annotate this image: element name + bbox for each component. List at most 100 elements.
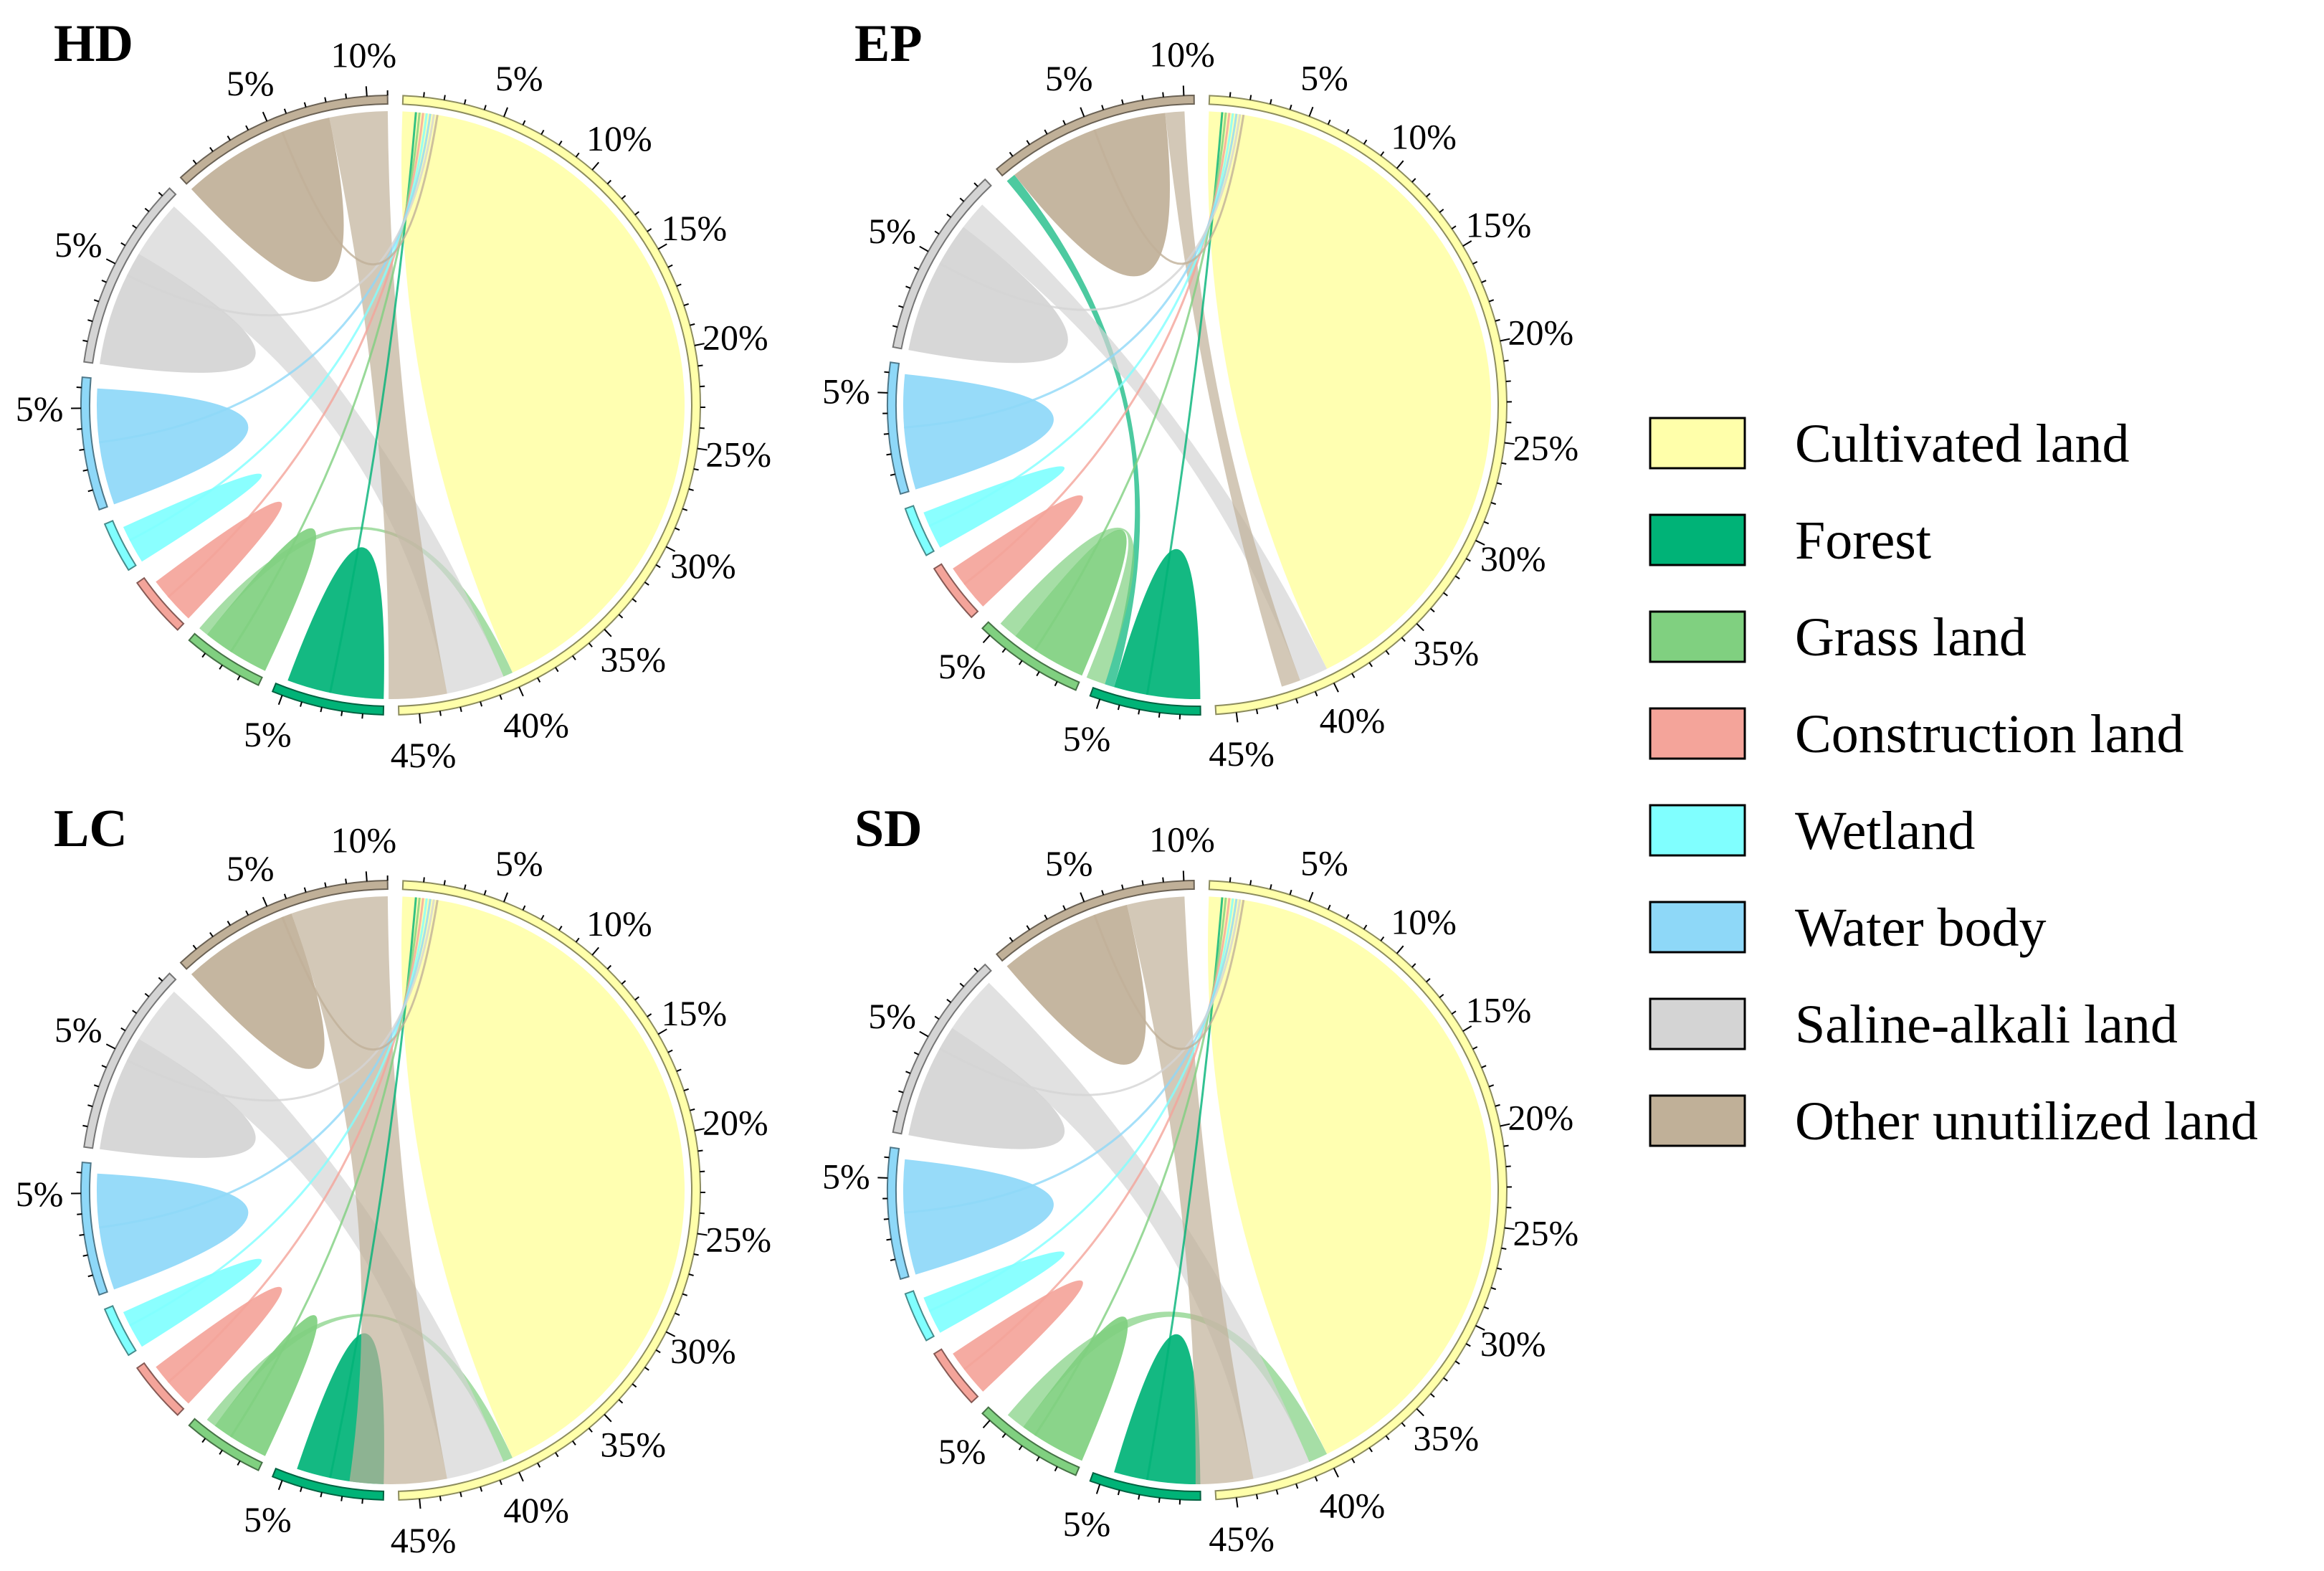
minor-tick — [1465, 1343, 1471, 1347]
major-tick — [919, 245, 929, 252]
tick-label-cultivated-land: 40% — [1320, 1486, 1386, 1526]
minor-tick — [1430, 608, 1435, 613]
minor-tick — [283, 108, 287, 114]
sector-grass-land — [188, 1418, 263, 1471]
tick-label-other-unutilized-land: 5% — [227, 63, 275, 103]
chord-water-body-to-water-body — [96, 1173, 249, 1290]
chord-other-unutilized-land-to-cultivated-land — [291, 896, 447, 1484]
minor-tick — [144, 992, 150, 997]
minor-tick — [1270, 99, 1272, 105]
link-grass-land — [229, 112, 421, 652]
sector-water-body — [887, 1147, 910, 1281]
major-tick — [419, 1499, 422, 1509]
sector-wetland — [103, 1305, 137, 1357]
minor-tick — [1426, 978, 1431, 983]
minor-tick — [1443, 1377, 1448, 1382]
major-tick — [1500, 1123, 1510, 1127]
tick-label-saline-alkali-land: 5% — [54, 224, 103, 265]
tick-label-cultivated-land: 15% — [1466, 989, 1532, 1030]
thin-links — [99, 897, 439, 1479]
sector-cultivated-land — [398, 95, 701, 716]
minor-tick — [158, 977, 163, 982]
panel-hd: HD 5% 10% 15% 20% 25% 30% 35% 40% 45% 5% 5% 5% 5% 10% — [16, 14, 771, 775]
minor-tick — [463, 884, 467, 890]
thin-links — [99, 112, 439, 693]
minor-tick — [1158, 1497, 1161, 1503]
minor-tick — [499, 694, 503, 701]
tick-label-cultivated-land: 5% — [495, 58, 543, 98]
sector-grass-land — [188, 632, 263, 686]
minor-tick — [1249, 95, 1252, 100]
minor-tick — [644, 582, 649, 586]
minor-tick — [443, 95, 446, 100]
chord-water-body-to-water-body — [903, 374, 1054, 490]
legend-swatch — [1649, 997, 1746, 1050]
sector-grass-land — [981, 1406, 1080, 1476]
sector-saline-alkali-land — [892, 963, 992, 1135]
minor-tick — [120, 242, 126, 247]
major-tick — [277, 695, 283, 706]
minor-tick — [632, 1383, 637, 1388]
minor-tick — [132, 224, 138, 229]
minor-tick — [87, 1274, 93, 1278]
minor-tick — [87, 1104, 93, 1108]
sector-wetland — [904, 505, 935, 556]
minor-tick — [676, 283, 682, 287]
minor-tick — [237, 675, 241, 680]
link-other-unutilized-land — [281, 899, 439, 1051]
minor-tick — [913, 1051, 920, 1055]
minor-tick — [1001, 647, 1006, 653]
major-tick — [591, 946, 599, 956]
link-saline-alkali-land — [939, 114, 1242, 311]
minor-tick — [913, 266, 920, 270]
minor-tick — [682, 1293, 688, 1296]
minor-tick — [158, 191, 163, 196]
tick-label-cultivated-land: 20% — [703, 318, 768, 358]
chord-wetland-to-wetland — [123, 473, 262, 562]
chord-other-unutilized-land-to-cultivated-land — [329, 111, 447, 699]
minor-tick — [1009, 936, 1014, 942]
tick-label-cultivated-land: 25% — [1513, 428, 1579, 468]
ticks: 5% 10% 15% 20% 25% 30% 35% 40% 45% 5% 5% 5% 5% 5% 10% — [822, 34, 1578, 774]
tick-label-water-body: 5% — [822, 371, 870, 412]
minor-tick — [606, 179, 612, 185]
minor-tick — [245, 910, 249, 916]
tick-label-grass-land: 5% — [938, 1431, 986, 1471]
minor-tick — [890, 473, 896, 476]
minor-tick — [959, 197, 965, 202]
minor-tick — [555, 667, 559, 673]
minor-tick — [1501, 462, 1507, 465]
chord-grass-land-to-cultivated-land — [206, 1314, 513, 1462]
minor-tick — [621, 194, 627, 200]
sector-construction-land — [135, 576, 185, 631]
legend-item-construction-land: Construction land — [1649, 704, 2184, 764]
major-tick — [1416, 622, 1424, 632]
sector-water-body — [80, 376, 108, 511]
tick-label-other-unutilized-land: 5% — [1045, 58, 1093, 98]
panel-sd: SD 5% 10% 15% 20% 25% 30% 35% 40% 45% 5% 5% 5% 5% 5% 10… — [822, 799, 1578, 1559]
minor-tick — [459, 706, 462, 712]
major-tick — [365, 86, 368, 97]
minor-tick — [883, 1218, 889, 1220]
minor-tick — [1121, 884, 1124, 890]
minor-tick — [1488, 299, 1495, 303]
minor-tick — [655, 564, 661, 569]
minor-tick — [1346, 128, 1350, 134]
legend: Cultivated land Forest Grass land Construct… — [1649, 414, 2258, 1152]
minor-tick — [905, 1071, 911, 1074]
minor-tick — [1380, 151, 1385, 156]
legend-label: Wetland — [1795, 801, 1975, 861]
sector-forest — [271, 682, 385, 716]
thin-links — [904, 112, 1245, 696]
minor-tick — [537, 1462, 541, 1468]
tick-label-cultivated-land: 40% — [503, 1490, 569, 1530]
panel-ep: EP 5% 10% 15% 20% 25% 30% 35% 40% 45% 5% 5% 5% 5% 5% 10… — [822, 14, 1578, 774]
link-wetland — [129, 113, 428, 541]
tick-label-saline-alkali-land: 5% — [868, 996, 916, 1036]
sector-cultivated-land — [398, 880, 701, 1501]
legend-label: Saline-alkali land — [1795, 995, 2178, 1055]
minor-tick — [340, 1496, 343, 1501]
minor-tick — [1018, 660, 1023, 665]
chord-cultivated-land-to-cultivated-land — [401, 111, 685, 673]
major-tick — [277, 1480, 283, 1491]
